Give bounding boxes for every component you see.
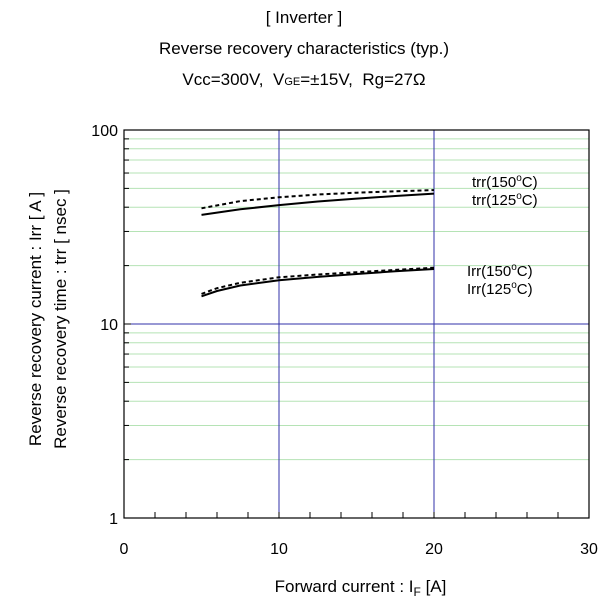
chart-conditions: Vcc=300V, VGE=±15V, Rg=27Ω — [0, 70, 608, 92]
series-line-2 — [201, 192, 435, 216]
y-tick-label: 10 — [100, 317, 118, 334]
x-tick-label: 20 — [425, 541, 443, 558]
condition-vcc: Vcc=300V, — [182, 70, 264, 89]
y-tick-label: 100 — [91, 123, 118, 140]
series-line-4 — [201, 268, 435, 298]
condition-vge: VGE=±15V, — [272, 70, 353, 89]
y-tick-labels: 1 10 100 — [91, 123, 118, 528]
y-axis-label-time: Reverse recovery time : trr [ nsec ] — [51, 189, 70, 449]
series-label-1: trr(150oC) — [472, 173, 538, 191]
series-line-1 — [201, 189, 435, 210]
tick-marks — [123, 138, 590, 519]
x-tick-label: 30 — [580, 541, 598, 558]
series-lines — [201, 189, 435, 298]
condition-rg: Rg=27Ω — [362, 70, 426, 89]
y-tick-label: 1 — [109, 511, 118, 528]
chart-title: [ Inverter ] — [265, 8, 343, 27]
series-line-3 — [201, 266, 435, 295]
series-label-4: Irr(125oC) — [467, 280, 533, 298]
x-tick-labels: 0 10 20 30 — [120, 541, 598, 558]
minor-gridlines — [124, 138, 589, 461]
x-tick-label: 10 — [270, 541, 288, 558]
chart-subtitle: Reverse recovery characteristics (typ.) — [158, 39, 450, 58]
x-tick-label: 0 — [120, 541, 129, 558]
series-label-2: trr(125oC) — [472, 191, 538, 209]
series-labels: trr(150oC)trr(125oC) Irr(150oC)Irr(125oC) — [467, 173, 538, 298]
y-axis-label-current: Reverse recovery current : Irr [ A ] — [26, 192, 45, 446]
x-axis-label: Forward current : IF [A] — [275, 577, 447, 599]
major-gridlines — [124, 130, 589, 518]
series-label-3: Irr(150oC) — [467, 262, 533, 280]
